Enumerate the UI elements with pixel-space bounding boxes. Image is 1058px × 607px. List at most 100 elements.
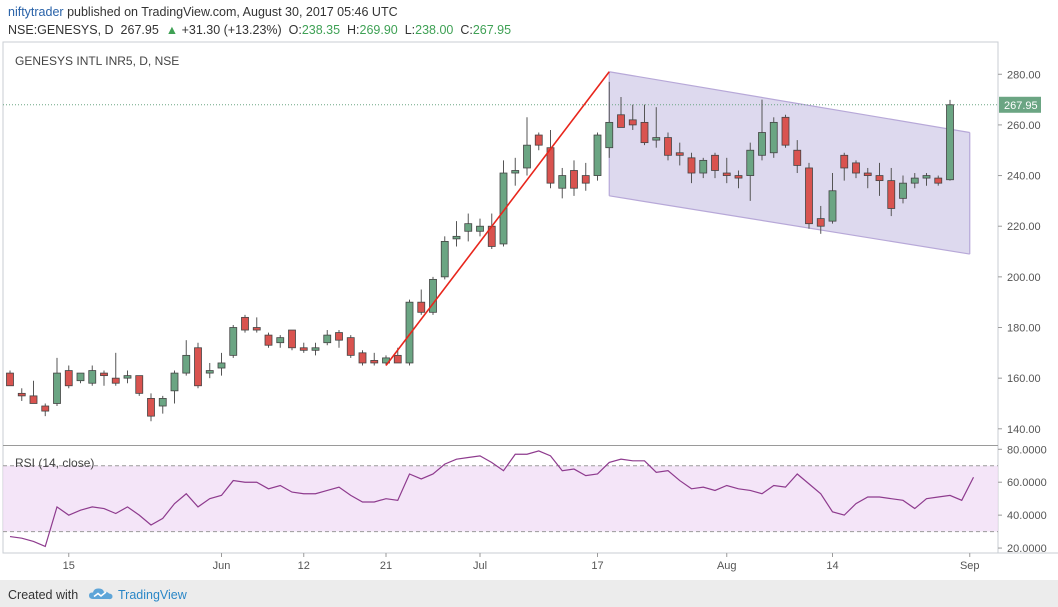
candle-body	[194, 347, 202, 387]
candle-body	[581, 175, 590, 184]
candle-body	[370, 360, 379, 364]
candle-body	[722, 172, 731, 176]
candle-body	[910, 177, 919, 184]
candle-body	[781, 116, 790, 146]
channel-fill	[609, 71, 970, 255]
last-price-tag	[999, 96, 1041, 113]
candle-body	[64, 370, 73, 387]
candle-body	[640, 121, 649, 144]
candle-body	[88, 370, 97, 384]
candle-body	[417, 301, 426, 313]
candle-body	[205, 370, 214, 374]
candle-body	[570, 170, 578, 189]
candle-body	[123, 375, 132, 379]
candle-body	[476, 225, 484, 232]
price-tick-label: 160.00	[1007, 373, 1041, 385]
candle-body	[922, 175, 931, 179]
candle-body	[217, 362, 226, 369]
candle-body	[534, 134, 543, 146]
close-value: 267.95	[472, 23, 512, 37]
candle-body	[758, 132, 766, 156]
candle-body	[135, 375, 144, 394]
rsi-line	[9, 450, 975, 548]
candle-body	[946, 104, 954, 181]
candle-body	[558, 175, 567, 189]
publish-line: niftytrader published on TradingView.com…	[8, 5, 398, 19]
low-value: 238.00	[415, 23, 454, 37]
created-with-label: Created with	[8, 588, 79, 602]
price-pane-title: GENESYS INTL INR5, D, NSE	[15, 54, 179, 68]
last-price-tag-label: 267.95	[1004, 100, 1038, 112]
price-tick-label: 180.00	[1007, 323, 1041, 335]
last-price: 267.95	[120, 23, 159, 37]
candle-body	[147, 398, 155, 417]
candle-body	[816, 218, 825, 227]
candle-body	[546, 147, 555, 184]
candle-body	[182, 354, 191, 374]
candle-body	[335, 332, 343, 341]
candle-body	[617, 114, 625, 128]
candle-body	[440, 241, 449, 278]
candle-body	[793, 149, 802, 166]
trend-line	[385, 71, 610, 366]
open-label: O:	[288, 23, 302, 37]
time-tick-label: 15	[63, 560, 75, 572]
author-link[interactable]: niftytrader	[8, 5, 64, 19]
candle-body	[429, 278, 437, 313]
chart-area[interactable]: 280.00 260.00 240.00 220.00 200.00 180.00 160.…	[0, 41, 1058, 582]
price-tick-label: 240.00	[1007, 171, 1041, 183]
candle-body	[358, 352, 367, 364]
candle-body	[29, 395, 38, 404]
channel-upper-line	[609, 71, 970, 134]
rsi-pane-title: RSI (14, close)	[15, 456, 94, 470]
tradingview-cloud-icon	[89, 588, 113, 600]
publish-info: published on TradingView.com, August 30,…	[67, 5, 398, 19]
candle-body	[170, 372, 179, 392]
price-tick-label: 280.00	[1007, 69, 1041, 81]
candle-body	[593, 134, 602, 176]
chart-header: niftytrader published on TradingView.com…	[0, 0, 1058, 40]
candle-body	[746, 149, 755, 176]
candle-body	[887, 180, 896, 209]
candle-body	[17, 392, 26, 397]
price-tick-label: 140.00	[1007, 424, 1041, 436]
candle-body	[76, 372, 85, 382]
candle-body	[100, 372, 108, 377]
time-tick-label: Sep	[960, 560, 980, 572]
candle-body	[499, 172, 508, 245]
candle-body	[675, 152, 684, 156]
candle-body	[687, 157, 696, 174]
tradingview-link[interactable]: TradingView	[118, 588, 187, 602]
candle-body	[229, 327, 238, 356]
symbol-line: NSE:GENESYS, D 267.95 ▲ +31.30 (+13.23%)…	[8, 23, 511, 37]
time-tick-label: 21	[380, 560, 392, 572]
rsi-tick-label: 20.0000	[1007, 543, 1047, 555]
symbol-label: NSE:GENESYS, D	[8, 23, 114, 37]
candle-body	[323, 334, 332, 344]
rsi-tick-label: 40.0000	[1007, 510, 1047, 522]
candle-body	[699, 159, 708, 174]
candle-body	[405, 301, 414, 364]
candle-body	[664, 137, 672, 156]
candle-body	[288, 329, 296, 349]
price-tick-label: 220.00	[1007, 221, 1041, 233]
candle-body	[299, 347, 308, 351]
candle-body	[346, 337, 355, 356]
time-tick-label: Aug	[717, 560, 737, 572]
rsi-tick-label: 60.0000	[1007, 477, 1047, 489]
candle-body	[652, 137, 661, 141]
chart-svg[interactable]: 280.00 260.00 240.00 220.00 200.00 180.00 160.…	[0, 41, 1058, 582]
open-value: 238.35	[301, 23, 341, 37]
candle-body	[111, 377, 120, 384]
footer: Created with TradingView	[0, 580, 1058, 607]
time-tick-label: 12	[298, 560, 310, 572]
rsi-tick-label: 80.0000	[1007, 444, 1047, 456]
candle-body	[899, 182, 907, 199]
price-tick-label: 260.00	[1007, 120, 1041, 132]
candle-body	[6, 372, 14, 387]
candle-body	[511, 170, 520, 174]
candle-body	[276, 337, 285, 344]
candle-body	[241, 316, 249, 331]
candle-body	[452, 235, 461, 240]
up-arrow-icon: ▲	[165, 23, 179, 37]
